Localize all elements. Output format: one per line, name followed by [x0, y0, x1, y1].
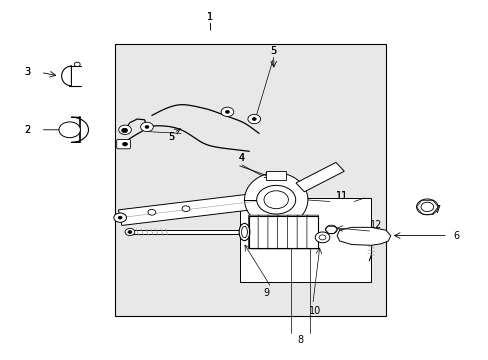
- Polygon shape: [118, 192, 270, 225]
- FancyBboxPatch shape: [117, 139, 130, 149]
- Text: 4: 4: [239, 153, 244, 163]
- Text: 3: 3: [24, 67, 31, 77]
- Text: 9: 9: [263, 288, 269, 298]
- Circle shape: [252, 118, 256, 121]
- Text: 6: 6: [453, 231, 459, 240]
- Text: 7: 7: [433, 206, 439, 216]
- Polygon shape: [71, 117, 88, 142]
- FancyBboxPatch shape: [258, 215, 269, 249]
- Circle shape: [114, 213, 126, 222]
- FancyBboxPatch shape: [248, 215, 260, 249]
- Polygon shape: [244, 173, 307, 226]
- Circle shape: [125, 228, 135, 235]
- Text: 1: 1: [207, 12, 213, 22]
- Circle shape: [122, 142, 127, 146]
- Text: 5: 5: [270, 46, 276, 56]
- Text: 3: 3: [24, 67, 31, 77]
- Circle shape: [420, 202, 433, 212]
- Bar: [249, 216, 317, 248]
- Text: 10: 10: [308, 306, 321, 316]
- Circle shape: [119, 125, 131, 134]
- Text: 4: 4: [239, 153, 244, 163]
- FancyBboxPatch shape: [277, 215, 289, 249]
- Text: 11: 11: [335, 191, 347, 201]
- Circle shape: [123, 129, 127, 131]
- Circle shape: [182, 206, 189, 212]
- Circle shape: [416, 199, 437, 215]
- Bar: [239, 198, 370, 282]
- Circle shape: [315, 232, 329, 243]
- Text: 12: 12: [369, 220, 382, 230]
- Circle shape: [59, 122, 80, 138]
- Circle shape: [128, 230, 132, 233]
- Circle shape: [148, 210, 156, 215]
- Circle shape: [247, 114, 260, 124]
- Bar: [115, 44, 385, 316]
- Ellipse shape: [239, 224, 249, 240]
- Circle shape: [264, 191, 288, 209]
- Text: 5: 5: [168, 132, 174, 142]
- FancyBboxPatch shape: [297, 215, 308, 249]
- Text: 8: 8: [297, 334, 303, 345]
- Ellipse shape: [241, 226, 247, 238]
- Text: 5: 5: [270, 46, 276, 56]
- Circle shape: [325, 225, 336, 234]
- Circle shape: [141, 122, 153, 132]
- Bar: [266, 171, 285, 180]
- Text: 2: 2: [24, 125, 31, 135]
- Polygon shape: [336, 227, 390, 245]
- Circle shape: [122, 129, 127, 133]
- Text: 2: 2: [24, 125, 31, 135]
- Text: 1: 1: [207, 12, 213, 22]
- Polygon shape: [295, 162, 344, 192]
- FancyBboxPatch shape: [287, 215, 299, 249]
- Circle shape: [256, 185, 295, 214]
- Text: 11: 11: [335, 191, 347, 201]
- Circle shape: [221, 107, 233, 117]
- Circle shape: [319, 235, 325, 240]
- Circle shape: [225, 111, 229, 113]
- FancyBboxPatch shape: [267, 215, 279, 249]
- Text: 5: 5: [168, 132, 174, 142]
- Circle shape: [118, 216, 122, 219]
- Circle shape: [74, 62, 80, 67]
- Circle shape: [145, 126, 149, 129]
- Bar: [130, 230, 244, 234]
- FancyBboxPatch shape: [306, 215, 318, 249]
